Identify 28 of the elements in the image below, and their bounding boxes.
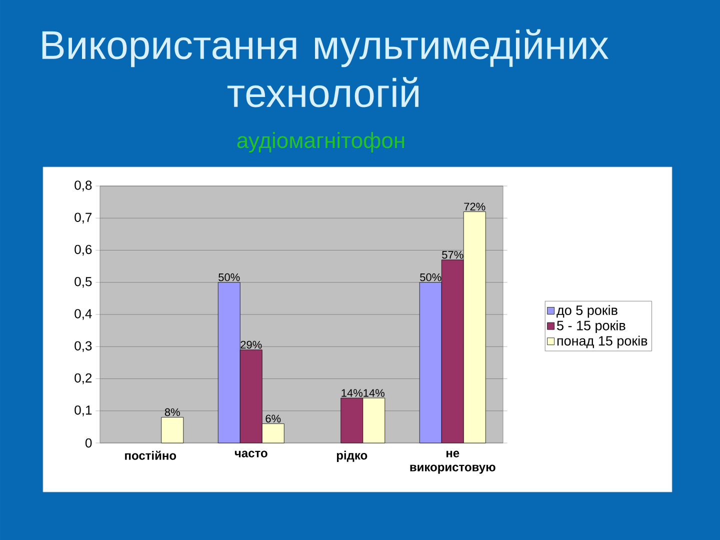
legend-label: 5 - 15 років <box>557 320 626 334</box>
data-label: 14% <box>342 389 362 397</box>
data-label: 29% <box>240 340 262 349</box>
bar <box>161 417 184 444</box>
y-tick-label: 0,8 <box>74 180 92 192</box>
y-tick-label: 0,7 <box>74 212 92 224</box>
data-label: 50% <box>420 273 442 282</box>
x-tick-label: постійно <box>125 450 176 460</box>
y-tick-label: 0,2 <box>74 373 92 384</box>
y-tick-label: 0,3 <box>74 341 92 352</box>
chart-title: Використання мультимедійних технологій <box>42 29 609 108</box>
x-tick-label: не використовую <box>410 450 496 474</box>
chart-subtitle: аудіомагнітофон <box>237 132 404 153</box>
data-label: 72% <box>464 202 486 210</box>
y-tick-label: 0 <box>85 438 92 448</box>
legend-label: до 5 років <box>556 305 618 318</box>
y-tick-label: 0,5 <box>74 276 92 288</box>
y-tick-label: 0,6 <box>74 244 92 256</box>
data-label: 8% <box>164 408 180 416</box>
y-tick-label: 0,1 <box>74 405 92 416</box>
data-label: 57% <box>442 250 464 259</box>
data-label: 14% <box>364 389 384 397</box>
x-tick-label: рідко <box>336 450 368 462</box>
data-label: 50% <box>218 273 240 282</box>
legend-label: понад 15 років <box>557 336 648 348</box>
data-label: 6% <box>266 414 281 423</box>
x-tick-label: часто <box>234 450 268 458</box>
y-tick-label: 0,4 <box>74 309 92 320</box>
